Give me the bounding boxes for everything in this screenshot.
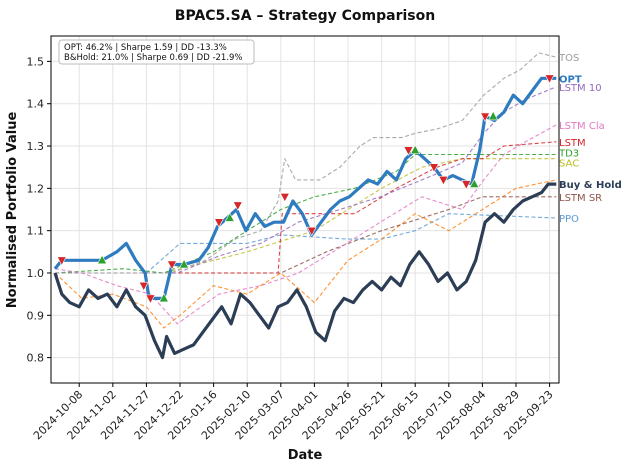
sell-marker bbox=[138, 281, 149, 292]
sell-marker bbox=[145, 294, 156, 305]
sell-marker bbox=[544, 74, 555, 84]
series-end-label: LSTM bbox=[559, 138, 586, 149]
series-line-buy-hold bbox=[53, 182, 557, 360]
series-end-label: LSTM 10 bbox=[559, 83, 602, 94]
y-axis-label: Normalised Portfolio Value bbox=[5, 112, 20, 309]
stats-line-opt: OPT: 46.2% | Sharpe 1.59 | DD -13.3% bbox=[64, 43, 227, 53]
y-tick-label: 1.1 bbox=[27, 225, 45, 238]
sell-marker bbox=[429, 163, 440, 173]
series-end-label: SAC bbox=[559, 159, 579, 170]
y-tick-label: 0.9 bbox=[27, 309, 45, 322]
chart-title: BPAC5.SA – Strategy Comparison bbox=[175, 8, 435, 24]
series-line-lstm bbox=[55, 141, 557, 274]
stats-line-buyhold: B&Hold: 21.0% | Sharpe 0.69 | DD -21.9% bbox=[64, 53, 243, 63]
sell-marker bbox=[480, 112, 491, 123]
series-end-label: PPO bbox=[559, 214, 579, 225]
y-tick-label: 1.0 bbox=[27, 267, 45, 280]
buy-marker bbox=[410, 144, 421, 155]
sell-marker bbox=[56, 256, 67, 266]
y-tick-label: 1.3 bbox=[27, 140, 45, 153]
series-end-label: LSTM SR bbox=[559, 193, 602, 204]
series-line-unlabeled bbox=[54, 179, 557, 329]
series-end-labels: Buy & Hold OPT TOS LSTM 10 LSTM Cla LSTMTD3SA… bbox=[558, 53, 622, 225]
series-end-label: Buy & Hold bbox=[559, 180, 622, 191]
sell-marker bbox=[438, 176, 449, 186]
series-line-opt bbox=[53, 76, 557, 300]
sell-marker bbox=[213, 218, 224, 228]
series-end-label: OPT bbox=[559, 74, 582, 85]
buy-marker bbox=[158, 292, 169, 303]
trade-markers bbox=[56, 74, 555, 305]
series-lines bbox=[53, 52, 557, 360]
y-tick-label: 1.5 bbox=[27, 55, 45, 68]
sell-marker bbox=[279, 193, 290, 203]
series-end-label: TOS bbox=[558, 53, 579, 64]
x-axis-label: Date bbox=[288, 448, 323, 463]
series-end-label: TD3 bbox=[558, 148, 579, 159]
grid bbox=[51, 36, 559, 383]
series-line-sac bbox=[55, 158, 557, 274]
sell-marker bbox=[306, 226, 317, 237]
sell-marker bbox=[403, 146, 414, 156]
series-line-lstm-cla bbox=[54, 124, 557, 325]
buy-marker bbox=[488, 110, 499, 121]
y-tick-label: 1.2 bbox=[27, 182, 45, 195]
stats-box: OPT: 46.2% | Sharpe 1.59 | DD -13.3% B&H… bbox=[58, 39, 255, 65]
y-tick-label: 0.8 bbox=[27, 352, 45, 365]
x-axis-ticks: 2024-10-082024-11-022024-11-272024-12-22… bbox=[31, 383, 556, 442]
buy-marker bbox=[97, 254, 108, 265]
sell-marker bbox=[166, 260, 177, 271]
buy-marker bbox=[224, 212, 235, 222]
sell-marker bbox=[461, 180, 472, 190]
series-line-td3 bbox=[54, 153, 557, 274]
series-end-label: LSTM Cla bbox=[559, 121, 605, 132]
buy-marker bbox=[469, 178, 480, 188]
sell-marker bbox=[232, 201, 243, 211]
y-axis-ticks: 0.8 0.9 1.0 1.1 1.2 1.3 1.4 1.5 bbox=[27, 55, 51, 365]
buy-marker bbox=[179, 258, 190, 269]
plot-frame bbox=[50, 35, 560, 384]
stats-box-frame bbox=[58, 39, 255, 65]
series-line-tos bbox=[55, 52, 557, 274]
y-tick-label: 1.4 bbox=[27, 98, 45, 111]
